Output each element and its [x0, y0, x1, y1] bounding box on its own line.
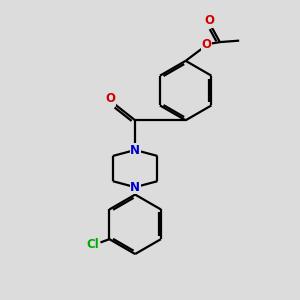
Text: N: N — [130, 143, 140, 157]
Text: Cl: Cl — [87, 238, 99, 251]
Text: O: O — [204, 14, 214, 27]
Text: O: O — [202, 38, 212, 51]
Text: O: O — [106, 92, 116, 105]
Text: N: N — [130, 181, 140, 194]
